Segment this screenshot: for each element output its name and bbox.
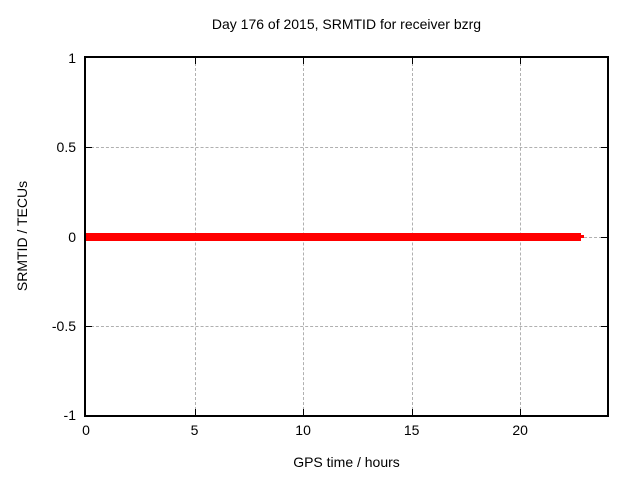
x-tick-bottom: [303, 409, 304, 415]
y-tick-left: [86, 326, 92, 327]
y-gridline: [86, 326, 607, 327]
chart-title: Day 176 of 2015, SRMTID for receiver bzr…: [211, 16, 482, 32]
y-gridline: [86, 147, 607, 148]
x-tick-bottom: [520, 409, 521, 415]
x-tick-top: [412, 58, 413, 64]
y-tick-label: 0.5: [56, 139, 76, 156]
y-tick-left: [86, 147, 92, 148]
series-line-srmtid: [86, 233, 581, 241]
y-tick-right: [601, 237, 607, 238]
y-tick-right: [601, 147, 607, 148]
x-tick-top: [520, 58, 521, 64]
x-tick-label: 10: [295, 422, 311, 438]
y-tick-label: 0: [68, 228, 76, 245]
y-tick-label: -1: [63, 407, 76, 423]
y-tick-label: -0.5: [51, 317, 76, 334]
plot-area: [84, 56, 609, 417]
x-tick-label: 15: [403, 422, 420, 438]
x-tick-label: 0: [82, 422, 90, 438]
x-tick-bottom: [195, 409, 196, 415]
x-tick-top: [195, 58, 196, 64]
y-tick-right: [601, 326, 607, 327]
x-tick-bottom: [412, 409, 413, 415]
x-tick-top: [303, 58, 304, 64]
x-tick-label: 5: [190, 422, 199, 438]
series-line-end-cap: [581, 235, 584, 238]
x-axis-label: GPS time / hours: [293, 454, 400, 470]
x-tick-label: 20: [512, 422, 528, 438]
y-tick-label: 1: [68, 50, 76, 66]
